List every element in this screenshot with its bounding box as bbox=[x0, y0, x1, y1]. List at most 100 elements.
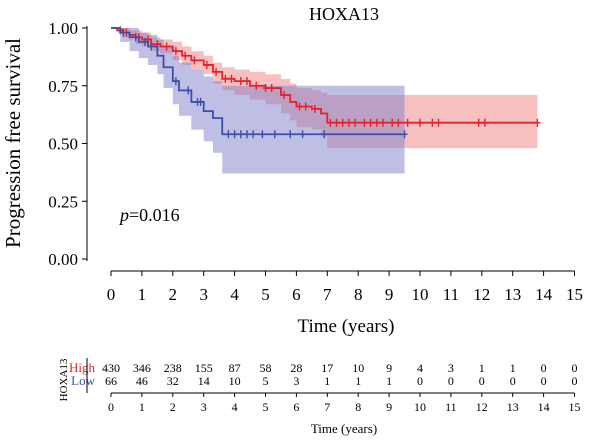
risk-count-low: 5 bbox=[263, 374, 269, 388]
y-axis-label: Progression free survival bbox=[1, 38, 25, 248]
confidence-band-high bbox=[111, 28, 538, 149]
x-tick-label: 11 bbox=[443, 285, 459, 304]
confidence-band-low bbox=[111, 28, 405, 174]
risk-table-tick-label: 6 bbox=[293, 400, 299, 414]
risk-count-high: 9 bbox=[386, 361, 392, 375]
y-tick-label: 0.50 bbox=[48, 135, 78, 154]
risk-count-high: 0 bbox=[541, 361, 547, 375]
risk-count-high: 155 bbox=[195, 361, 213, 375]
censor-mark-high bbox=[339, 118, 346, 127]
risk-count-high: 346 bbox=[133, 361, 151, 375]
censor-mark-high bbox=[296, 102, 303, 111]
censor-mark-low bbox=[225, 130, 232, 139]
censor-mark-high bbox=[481, 118, 488, 127]
censor-mark-high bbox=[213, 67, 220, 76]
survival-curve-low bbox=[111, 27, 405, 136]
y-tick-label: 1.00 bbox=[48, 19, 78, 38]
x-tick-label: 3 bbox=[199, 285, 208, 304]
risk-count-high: 430 bbox=[102, 361, 120, 375]
risk-table-tick-label: 7 bbox=[324, 400, 330, 414]
risk-count-high: 17 bbox=[321, 361, 333, 375]
x-tick-label: 10 bbox=[412, 285, 429, 304]
risk-table-tick-label: 4 bbox=[232, 400, 238, 414]
censor-mark-high bbox=[182, 51, 189, 60]
censor-mark-low bbox=[321, 130, 328, 139]
risk-count-low: 46 bbox=[136, 374, 148, 388]
censor-mark-high bbox=[361, 118, 368, 127]
risk-count-low: 66 bbox=[105, 374, 117, 388]
censor-mark-high bbox=[243, 77, 250, 86]
risk-table-tick-label: 15 bbox=[569, 400, 581, 414]
censor-mark-low bbox=[271, 130, 278, 139]
risk-table-tick-label: 10 bbox=[414, 400, 426, 414]
risk-table-tick-label: 14 bbox=[538, 400, 550, 414]
risk-count-low: 0 bbox=[417, 374, 423, 388]
risk-count-low: 0 bbox=[572, 374, 578, 388]
censor-mark-low bbox=[259, 130, 266, 139]
censor-mark-high bbox=[222, 74, 229, 83]
risk-count-high: 28 bbox=[290, 361, 302, 375]
y-tick-label: 0.00 bbox=[48, 250, 78, 269]
risk-count-high: 1 bbox=[510, 361, 516, 375]
x-tick-label: 9 bbox=[385, 285, 394, 304]
risk-table-group-label: HOXA13 bbox=[58, 358, 70, 401]
risk-count-high: 3 bbox=[448, 361, 454, 375]
y-tick-label: 0.25 bbox=[48, 192, 78, 211]
risk-count-low: 0 bbox=[541, 374, 547, 388]
censor-mark-low bbox=[299, 130, 306, 139]
risk-table-tick-label: 3 bbox=[201, 400, 207, 414]
risk-count-low: 0 bbox=[448, 374, 454, 388]
risk-table-tick-label: 8 bbox=[355, 400, 361, 414]
x-tick-label: 5 bbox=[261, 285, 270, 304]
x-tick-label: 13 bbox=[504, 285, 521, 304]
x-tick-label: 0 bbox=[107, 285, 116, 304]
censor-mark-high bbox=[395, 118, 402, 127]
risk-count-low: 1 bbox=[355, 374, 361, 388]
censor-mark-high bbox=[333, 118, 340, 127]
censor-mark-high bbox=[228, 74, 235, 83]
x-tick-label: 1 bbox=[138, 285, 147, 304]
censor-mark-high bbox=[352, 118, 359, 127]
censor-mark-high bbox=[281, 90, 288, 99]
censor-mark-high bbox=[367, 118, 374, 127]
censor-mark-low bbox=[172, 77, 179, 86]
risk-count-high: 87 bbox=[229, 361, 241, 375]
censor-mark-low bbox=[250, 130, 257, 139]
risk-count-low: 10 bbox=[229, 374, 241, 388]
censor-mark-high bbox=[172, 47, 179, 56]
risk-table-tick-label: 2 bbox=[170, 400, 176, 414]
risk-table-tick-label: 12 bbox=[476, 400, 488, 414]
x-tick-label: 2 bbox=[169, 285, 178, 304]
censor-mark-high bbox=[268, 84, 275, 93]
x-tick-label: 12 bbox=[473, 285, 490, 304]
risk-count-high: 58 bbox=[260, 361, 272, 375]
risk-table-tick-label: 9 bbox=[386, 400, 392, 414]
p-symbol: p bbox=[118, 205, 129, 225]
censor-mark-high bbox=[417, 118, 423, 127]
risk-count-high: 1 bbox=[479, 361, 485, 375]
risk-row-label-high: High bbox=[69, 360, 96, 375]
x-tick-label: 8 bbox=[354, 285, 363, 304]
censor-mark-high bbox=[302, 102, 309, 111]
x-tick-label: 7 bbox=[323, 285, 332, 304]
censor-mark-high bbox=[429, 118, 436, 127]
x-tick-label: 15 bbox=[566, 285, 583, 304]
chart-title: HOXA13 bbox=[309, 4, 379, 24]
censor-mark-low bbox=[287, 130, 294, 139]
censor-mark-high bbox=[435, 118, 442, 127]
censor-mark-low bbox=[120, 28, 127, 37]
risk-count-low: 32 bbox=[167, 374, 179, 388]
risk-count-high: 10 bbox=[352, 361, 364, 375]
censor-mark-high bbox=[311, 104, 318, 113]
x-tick-label: 4 bbox=[230, 285, 239, 304]
censor-mark-low bbox=[197, 97, 204, 106]
censor-mark-low bbox=[231, 130, 238, 139]
censor-mark-high bbox=[253, 81, 260, 90]
risk-table-tick-label: 5 bbox=[263, 400, 269, 414]
risk-table-tick-label: 13 bbox=[507, 400, 519, 414]
censor-mark-high bbox=[475, 118, 482, 127]
censor-mark-high bbox=[237, 77, 244, 86]
censor-mark-high bbox=[191, 56, 198, 65]
x-axis-label: Time (years) bbox=[298, 316, 395, 337]
